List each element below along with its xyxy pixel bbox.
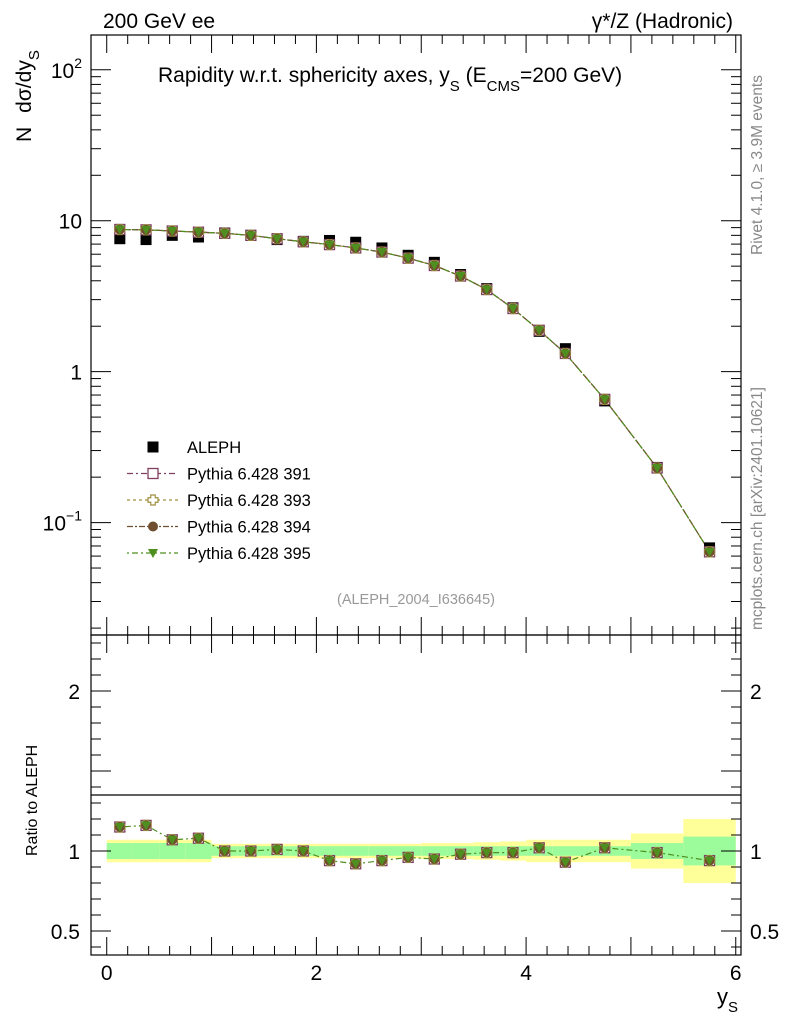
mc-point-4 bbox=[560, 349, 571, 359]
ratio-panel-ticks bbox=[91, 635, 741, 955]
ratio-point-4 bbox=[652, 848, 663, 858]
mc-point-4 bbox=[599, 395, 610, 405]
analysis-label: (ALEPH_2004_I636645) bbox=[337, 592, 495, 608]
mc-point-4 bbox=[350, 243, 361, 253]
data-point bbox=[114, 233, 126, 245]
ratio-y-tick-label-right: 2 bbox=[750, 681, 762, 704]
ratio-y-axis-label: Ratio to ALEPH bbox=[24, 745, 41, 856]
mc-line-3 bbox=[119, 228, 711, 553]
mc-point-4 bbox=[245, 231, 256, 241]
mc-point-4 bbox=[167, 226, 178, 236]
mcplots-label: mcplots.cern.ch [arXiv:2401.10621] bbox=[749, 387, 766, 630]
ratio-point-4 bbox=[599, 843, 610, 853]
mc-point-4 bbox=[114, 225, 125, 235]
stat-uncertainty-band bbox=[342, 846, 369, 856]
mc-point-4 bbox=[534, 326, 545, 336]
header-right-label: γ*/Z (Hadronic) bbox=[592, 10, 733, 33]
stat-uncertainty-band bbox=[316, 846, 343, 856]
ratio-point-4 bbox=[324, 856, 335, 866]
legend-marker-1 bbox=[147, 467, 159, 480]
ratio-y-tick-label: 2 bbox=[68, 681, 80, 704]
header-left-label: 200 GeV ee bbox=[103, 10, 215, 33]
ratio-point-4 bbox=[704, 856, 715, 866]
legend-marker-data bbox=[147, 441, 159, 453]
ratio-point-4 bbox=[455, 850, 466, 860]
main-y-axis-label: Ndσ/dyS bbox=[13, 50, 43, 142]
mc-point-4 bbox=[376, 248, 387, 258]
ratio-point-4 bbox=[534, 843, 545, 853]
mc-point-4 bbox=[507, 304, 518, 314]
ratio-y-tick-label-right: 0.5 bbox=[750, 921, 779, 944]
mc-point-4 bbox=[429, 261, 440, 271]
ratio-point-4 bbox=[167, 835, 178, 845]
mc-point-4 bbox=[141, 225, 152, 235]
rivet-label: Rivet 4.1.0, ≥ 3.9M events bbox=[749, 75, 766, 255]
mc-point-4 bbox=[403, 254, 414, 264]
ratio-point-4 bbox=[298, 847, 309, 856]
data-point bbox=[140, 234, 152, 246]
legend-marker-4 bbox=[148, 549, 158, 558]
main-y-tick-label: 10 bbox=[59, 211, 82, 234]
x-axis-label: yS bbox=[717, 984, 738, 1016]
legend-label-data: ALEPH bbox=[187, 439, 241, 457]
data-point bbox=[350, 236, 362, 248]
main-y-tick-label: 102 bbox=[51, 55, 82, 83]
stat-uncertainty-band bbox=[106, 843, 133, 859]
ratio-point-4 bbox=[272, 845, 283, 855]
stat-uncertainty-band bbox=[421, 846, 448, 856]
ratio-point-4 bbox=[141, 821, 152, 831]
ratio-point-4 bbox=[560, 858, 571, 868]
legend-label-1: Pythia 6.428 391 bbox=[187, 466, 311, 484]
stat-uncertainty-band bbox=[185, 843, 212, 859]
mc-point-4 bbox=[298, 237, 309, 247]
stat-uncertainty-band bbox=[395, 846, 422, 856]
main-y-tick-label: 1 bbox=[70, 362, 82, 385]
ratio-y-tick-label-right: 1 bbox=[750, 841, 762, 864]
ratio-point-4 bbox=[350, 859, 361, 869]
legend: ALEPH Pythia 6.428 391 Pythia 6.428 393 Pyt… bbox=[127, 439, 311, 563]
x-tick-label: 6 bbox=[730, 962, 742, 985]
tick-labels: 102 10 1 10−1 2 2 1 1 0.5 0.5 0 2 4 6 bbox=[43, 55, 780, 985]
ratio-point-4 bbox=[376, 856, 387, 866]
legend-label-4: Pythia 6.428 395 bbox=[187, 545, 311, 563]
legend-marker-3 bbox=[148, 521, 158, 532]
mc-point-4 bbox=[193, 228, 204, 238]
ratio-y-tick-label: 1 bbox=[68, 841, 80, 864]
mc-point-4 bbox=[219, 229, 230, 239]
ratio-point-4 bbox=[114, 823, 125, 832]
main-y-tick-label: 10−1 bbox=[43, 508, 83, 536]
legend-marker-2 bbox=[147, 494, 159, 506]
mc-markers bbox=[114, 223, 716, 558]
x-tick-label: 0 bbox=[101, 962, 113, 985]
main-panel-ticks bbox=[91, 35, 741, 635]
stat-uncertainty-band bbox=[159, 843, 186, 859]
ratio-marks bbox=[114, 819, 716, 870]
stat-uncertainty-band bbox=[368, 846, 396, 856]
ratio-y-tick-label: 0.5 bbox=[51, 921, 80, 944]
x-tick-label: 2 bbox=[311, 962, 323, 985]
ratio-point-4 bbox=[219, 847, 230, 856]
mc-point-4 bbox=[481, 285, 492, 295]
ratio-point-4 bbox=[429, 855, 440, 864]
legend-label-3: Pythia 6.428 394 bbox=[187, 519, 311, 537]
stat-uncertainty-band bbox=[132, 843, 160, 859]
mc-point-4 bbox=[272, 234, 283, 244]
mc-point-4 bbox=[455, 272, 466, 282]
mc-point-4 bbox=[704, 547, 715, 557]
svg-text:Ndσ/dyS: Ndσ/dyS bbox=[13, 50, 43, 142]
ratio-point-4 bbox=[403, 853, 414, 863]
x-tick-label: 4 bbox=[520, 962, 532, 985]
mc-point-4 bbox=[652, 463, 663, 473]
ratio-point-4 bbox=[481, 848, 492, 858]
chart-title: Rapidity w.r.t. sphericity axes, yS (ECM… bbox=[158, 64, 622, 95]
stat-uncertainty-band bbox=[552, 846, 579, 856]
legend-label-2: Pythia 6.428 393 bbox=[187, 492, 311, 510]
ratio-point-4 bbox=[193, 834, 204, 844]
ratio-point-4 bbox=[507, 848, 518, 858]
ratio-point-4 bbox=[245, 847, 256, 856]
mc-point-4 bbox=[324, 240, 335, 250]
